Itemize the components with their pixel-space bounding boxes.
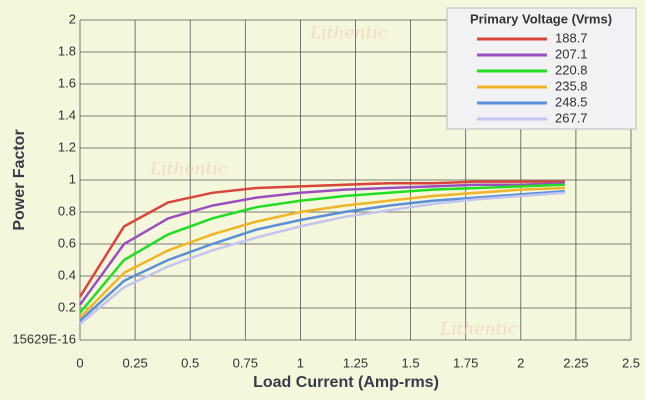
x-tick-label: 1.5: [402, 355, 420, 370]
y-tick-label: 0.4: [58, 267, 76, 282]
x-tick-label: 2.25: [563, 355, 588, 370]
y-tick-label: 0.8: [58, 203, 76, 218]
y-tick-label: 1: [69, 171, 76, 186]
y-tick-label: 15629E-16: [12, 331, 76, 346]
x-tick-label: 2.5: [622, 355, 640, 370]
series-line: [79, 186, 565, 319]
series-line: [79, 183, 565, 314]
series-line: [79, 189, 565, 322]
x-tick-label: 0.5: [181, 355, 199, 370]
legend-title: Primary Voltage (Vrms): [470, 11, 612, 26]
x-tick-label: 2: [517, 355, 524, 370]
grid: [79, 19, 632, 341]
watermark: Lithentic: [309, 24, 388, 44]
x-tick-label: 1.25: [343, 355, 368, 370]
legend-label: 267.7: [555, 110, 588, 125]
watermark: Lithentic: [439, 320, 518, 340]
series-line: [78, 180, 565, 298]
x-tick-label: 0: [76, 355, 83, 370]
legend-label: 188.7: [555, 30, 588, 45]
y-tick-label: 0.2: [58, 299, 76, 314]
y-tick-label: 0.6: [58, 235, 76, 250]
series-line: [78, 181, 565, 306]
legend-label: 248.5: [555, 94, 588, 109]
y-tick-label: 1.2: [58, 139, 76, 154]
watermark: Lithentic: [149, 160, 228, 180]
legend-label: 235.8: [555, 78, 588, 93]
x-axis-title: Load Current (Amp-rms): [253, 374, 439, 391]
x-tick-label: 1: [297, 355, 304, 370]
y-axis-title: Power Factor: [11, 129, 28, 230]
y-tick-label: 1.6: [58, 75, 76, 90]
x-tick-label: 1.75: [453, 355, 478, 370]
x-tick-label: 0.25: [122, 355, 147, 370]
y-tick-label: 1.8: [58, 43, 76, 58]
legend-label: 207.1: [555, 46, 588, 61]
legend-box: [446, 7, 637, 130]
y-tick-label: 1.4: [58, 107, 76, 122]
legend-label: 220.8: [555, 62, 588, 77]
series-line: [79, 191, 565, 325]
y-tick-label: 2: [69, 11, 76, 26]
x-tick-label: 0.75: [233, 355, 258, 370]
